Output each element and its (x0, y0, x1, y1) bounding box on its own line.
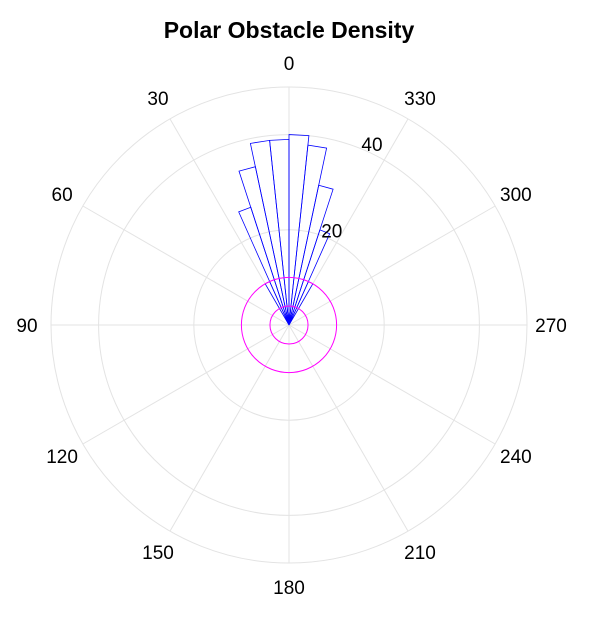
theta-tick-label: 240 (500, 447, 532, 468)
grid-spoke-2 (82, 205, 290, 326)
threshold-circle-1 (240, 276, 338, 374)
theta-tick-label: 150 (142, 543, 174, 564)
theta-tick-label: 120 (46, 447, 78, 468)
chart-title: Polar Obstacle Density (164, 17, 415, 43)
tick-labels: 0 30 60 90 120 150 180 210 240 270 300 330 20 40 (16, 54, 566, 599)
threshold-circle-0 (269, 305, 309, 345)
grid-spoke-7 (288, 324, 409, 532)
grid-spoke-10 (288, 205, 496, 326)
theta-tick-label: 30 (147, 89, 168, 110)
theta-tick-label: 90 (16, 316, 37, 337)
grid-spoke-5 (169, 324, 290, 532)
r-tick-label: 40 (361, 135, 382, 156)
grid-spoke-8 (288, 324, 496, 445)
theta-tick-label: 270 (535, 316, 567, 337)
r-tick-label: 20 (321, 221, 342, 242)
density-bar (288, 184, 334, 326)
theta-tick-label: 300 (500, 185, 532, 206)
density-bars (238, 134, 334, 326)
theta-tick-label: 180 (273, 578, 305, 599)
grid-spoke-4 (82, 324, 290, 445)
theta-tick-label: 330 (404, 89, 436, 110)
threshold-circles (240, 276, 338, 374)
theta-tick-label: 60 (52, 185, 73, 206)
theta-tick-label: 210 (404, 543, 436, 564)
theta-tick-label: 0 (284, 54, 295, 75)
density-bar (238, 206, 290, 326)
